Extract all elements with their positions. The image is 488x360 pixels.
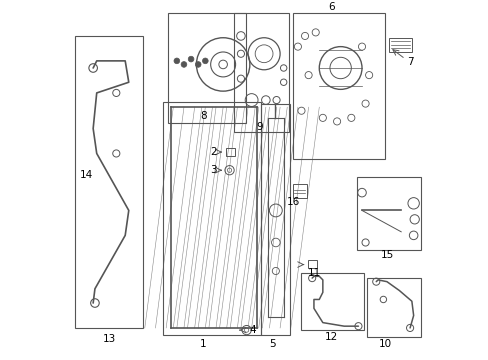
Bar <box>163 102 260 335</box>
Text: 12: 12 <box>324 332 337 342</box>
Bar <box>292 13 385 159</box>
Bar <box>75 36 142 328</box>
Text: 4: 4 <box>249 325 256 335</box>
Bar <box>366 278 420 337</box>
Text: 9: 9 <box>256 122 263 132</box>
Circle shape <box>195 62 201 67</box>
Bar <box>388 38 411 52</box>
Bar <box>307 260 316 268</box>
Bar <box>261 104 289 335</box>
Bar <box>356 177 420 249</box>
Text: 7: 7 <box>406 57 412 67</box>
Text: 15: 15 <box>380 250 393 260</box>
Text: 14: 14 <box>80 170 93 180</box>
Text: 6: 6 <box>328 2 334 12</box>
Text: 2: 2 <box>210 147 217 157</box>
Text: 16: 16 <box>286 197 300 207</box>
Text: 13: 13 <box>102 334 116 344</box>
Bar <box>167 13 246 123</box>
Text: 5: 5 <box>268 339 275 349</box>
Bar <box>292 184 306 198</box>
Circle shape <box>188 56 194 62</box>
Circle shape <box>202 58 208 64</box>
Bar <box>225 148 234 156</box>
Bar <box>233 13 288 132</box>
Text: 10: 10 <box>378 339 391 349</box>
Text: 11: 11 <box>306 269 320 279</box>
Text: 1: 1 <box>200 339 206 349</box>
Circle shape <box>174 58 179 64</box>
Text: 3: 3 <box>210 165 217 175</box>
Bar <box>301 273 363 330</box>
Text: 8: 8 <box>200 111 206 121</box>
Circle shape <box>181 62 186 67</box>
